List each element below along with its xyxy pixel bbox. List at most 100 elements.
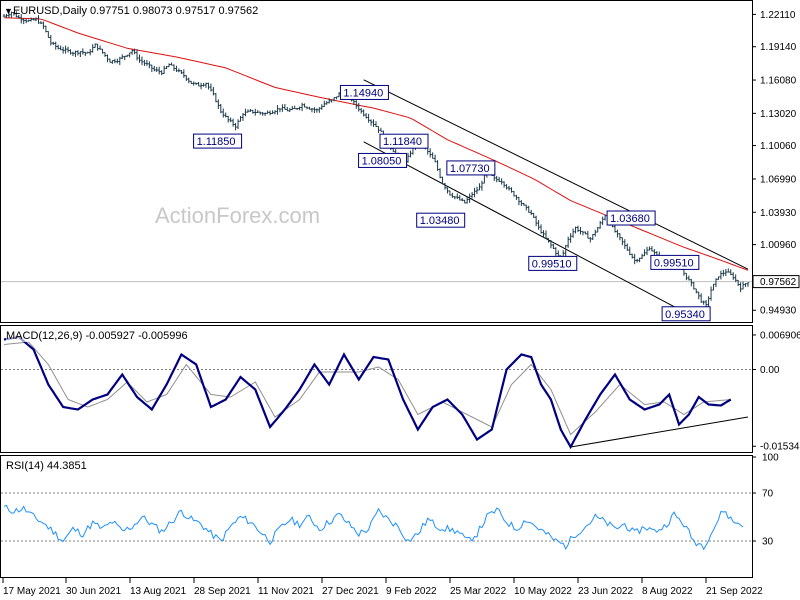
ohlc-bar xyxy=(603,214,607,221)
ohlc-bar xyxy=(355,100,358,109)
ohlc-bar xyxy=(697,291,700,300)
rsi-path xyxy=(3,504,744,551)
watermark: ActionForex.com xyxy=(155,203,320,228)
level-label: 1.14940 xyxy=(339,84,389,100)
svg-text:1.11850: 1.11850 xyxy=(197,136,236,148)
rsi-tick-label: 30 xyxy=(762,537,774,548)
ohlc-bar xyxy=(39,21,43,24)
ohlc-bar xyxy=(372,119,375,127)
macd-axis: 0.006906 0.00 -0.015348 xyxy=(752,330,800,453)
ohlc-bar xyxy=(542,230,545,238)
svg-text:1.07730: 1.07730 xyxy=(450,163,490,175)
ohlc-bar xyxy=(441,176,444,185)
ohlc-bar xyxy=(734,274,737,283)
ohlc-bar xyxy=(517,196,521,206)
ohlc-bar xyxy=(24,18,28,24)
ohlc-bar xyxy=(293,105,296,110)
ohlc-bar xyxy=(2,14,6,17)
ohlc-bar xyxy=(266,110,269,114)
ohlc-bar xyxy=(187,77,190,84)
ohlc-bar xyxy=(5,13,8,19)
date-tick-label: 10 May 2022 xyxy=(514,586,572,597)
ohlc-bar xyxy=(61,46,65,54)
ohlc-bar xyxy=(180,70,183,75)
ohlc-bar xyxy=(515,194,518,200)
ohlc-bar xyxy=(571,228,575,238)
ohlc-bar xyxy=(231,118,235,127)
level-label: 0.99510 xyxy=(650,254,700,270)
ohlc-bar xyxy=(428,148,432,158)
ohlc-bar xyxy=(295,107,299,110)
ohlc-bar xyxy=(226,115,230,123)
ohlc-bar xyxy=(140,56,144,66)
date-tick-label: 30 Jun 2021 xyxy=(66,586,121,597)
ohlc-bar xyxy=(281,104,284,112)
ohlc-bar xyxy=(204,82,208,88)
channel-lines xyxy=(363,79,749,318)
current-price-label: 0.97562 xyxy=(760,277,797,288)
ohlc-bar xyxy=(298,106,301,111)
ohlc-bar xyxy=(47,31,50,39)
chart-direction-icon: ▼ xyxy=(4,6,13,16)
ohlc-bar xyxy=(687,275,691,281)
ohlc-bar xyxy=(29,17,33,22)
level-label: 1.08050 xyxy=(358,152,408,168)
ohlc-bar xyxy=(138,54,141,63)
ohlc-bar xyxy=(433,154,437,163)
ohlc-bar xyxy=(539,224,543,234)
ohlc-bar xyxy=(222,108,225,118)
ohlc-bar xyxy=(722,269,725,277)
ohlc-bar xyxy=(586,230,590,239)
ohlc-bar xyxy=(106,54,109,63)
ohlc-bar xyxy=(714,278,718,288)
ohlc-bar xyxy=(589,237,592,243)
ohlc-bar xyxy=(300,102,304,112)
ohlc-bar xyxy=(291,106,294,111)
macd-tick-label: -0.015348 xyxy=(760,442,800,453)
ohlc-bar xyxy=(463,199,466,204)
ohlc-bar xyxy=(591,233,594,241)
ohlc-bar xyxy=(217,99,220,110)
date-tick-label: 17 May 2021 xyxy=(3,586,61,597)
ohlc-bar xyxy=(234,123,237,131)
ohlc-bar xyxy=(276,105,279,115)
ohlc-bar xyxy=(532,212,535,218)
macd-tick-label: 0.006906 xyxy=(760,330,800,341)
ohlc-bar xyxy=(148,61,151,69)
ohlc-bar xyxy=(283,104,287,110)
ohlc-bar xyxy=(54,41,57,50)
svg-text:0.95340: 0.95340 xyxy=(665,309,705,321)
channel-line xyxy=(363,79,749,270)
ohlc-bar xyxy=(643,249,646,257)
ohlc-bar xyxy=(108,58,112,63)
ohlc-bar xyxy=(335,96,338,100)
date-tick-label: 28 Sep 2021 xyxy=(194,586,251,597)
ohlc-bar xyxy=(251,109,255,114)
price-header: ▼ EURUSD,Daily 0.97751 0.98073 0.97517 0… xyxy=(4,5,258,17)
ohlc-bar xyxy=(367,113,370,123)
macd-lines xyxy=(3,335,749,450)
ohlc-bar xyxy=(153,65,156,72)
level-label: 0.99510 xyxy=(528,255,578,271)
svg-text:1.14940: 1.14940 xyxy=(343,87,383,99)
ohlc-bar xyxy=(20,14,23,24)
ohlc-bar xyxy=(431,152,434,159)
macd-panel-frame xyxy=(0,325,753,453)
macd-header: MACD(12,26,9) -0.005927 -0.005996 xyxy=(6,330,188,342)
ohlc-bar xyxy=(360,108,363,114)
ohlc-bar xyxy=(377,125,380,134)
ohlc-bar xyxy=(584,231,587,235)
ohlc-bar xyxy=(56,44,60,50)
ohlc-bar xyxy=(89,49,92,56)
ohlc-bar xyxy=(185,75,188,81)
ohlc-bar xyxy=(453,196,457,200)
ohlc-bar xyxy=(158,66,161,75)
ohlc-bar xyxy=(724,268,728,277)
ohlc-bar xyxy=(37,15,40,24)
date-tick-label: 21 Sep 2022 xyxy=(706,586,763,597)
ohlc-bar xyxy=(219,103,222,114)
ohlc-bar xyxy=(59,45,62,51)
ohlc-bar xyxy=(525,204,528,211)
ohlc-bar xyxy=(527,205,530,213)
